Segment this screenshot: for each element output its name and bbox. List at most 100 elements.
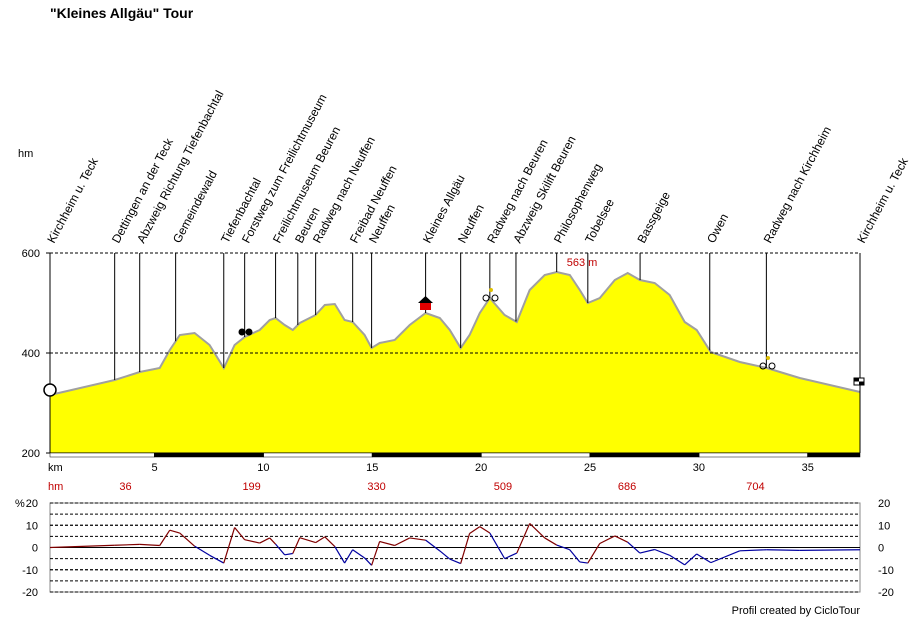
scale-bar	[49, 452, 155, 458]
x-tick-label: 20	[475, 462, 487, 474]
climb-label: 686	[618, 481, 636, 493]
climb-label: 199	[242, 481, 260, 493]
gradient-segment	[627, 541, 641, 554]
scale-bar	[263, 452, 373, 458]
gradient-segment	[259, 537, 270, 544]
gradient-segment	[587, 543, 601, 564]
gradient-segment	[469, 526, 481, 534]
scale-bar	[698, 452, 808, 458]
y-tick-label: 0	[32, 543, 38, 555]
y-tick-label: 400	[22, 348, 40, 360]
gradient-segment	[504, 552, 518, 560]
stopwatch-icon	[43, 383, 57, 397]
gradient-segment	[409, 537, 426, 541]
gradient-segment	[599, 535, 616, 545]
waypoint-label: Owen	[704, 211, 731, 245]
climb-label: 36	[119, 481, 131, 493]
gradient-segment	[139, 543, 160, 547]
max-annotation: 563 m	[567, 257, 598, 269]
gradient-segment	[489, 532, 506, 559]
gradient-segment	[114, 543, 140, 546]
binoculars-icon	[238, 328, 253, 336]
gradient-segment	[569, 549, 581, 563]
gradient-segment	[379, 540, 395, 547]
gradient-segment	[579, 561, 588, 564]
gradient-segment	[244, 539, 260, 544]
gradient-segment	[439, 550, 451, 560]
scale-bar	[480, 452, 591, 458]
waypoint-label: Radweg nach Kirchheim	[761, 124, 834, 245]
gradient-segment	[315, 536, 326, 544]
finish-flag-icon	[853, 377, 865, 386]
gradient-segment	[449, 558, 461, 565]
gradient-segment	[614, 535, 628, 543]
y-tick-label: 20	[26, 498, 38, 510]
y-tick-label: -20	[22, 587, 38, 599]
chart-title: "Kleines Allgäu" Tour	[50, 5, 194, 21]
x-tick-label: 30	[693, 462, 705, 474]
gradient-segment	[284, 552, 293, 556]
gradient-segment	[371, 541, 381, 566]
gradient-segment	[669, 554, 686, 566]
gradient-segment	[516, 523, 531, 554]
gradient-segment	[710, 550, 741, 564]
gradient-segment	[324, 536, 336, 548]
gradient-segment	[49, 544, 115, 549]
gradient-segment	[223, 527, 236, 564]
gradient-segment	[544, 537, 557, 546]
y-tick-label-right: 0	[878, 543, 884, 555]
gradient-axis-label: %	[15, 498, 25, 510]
gradient-segment	[425, 539, 441, 552]
gradient-segment	[394, 537, 410, 547]
climb-label: 509	[494, 481, 512, 493]
bike-icon	[482, 288, 499, 302]
climb-row-label: hm	[48, 481, 63, 493]
gradient-segment	[529, 523, 546, 539]
gradient-segment	[556, 544, 570, 551]
scale-bar	[372, 452, 482, 458]
gradient-segment	[169, 529, 180, 534]
x-tick-label: 5	[151, 462, 157, 474]
y-tick-label-right: 10	[878, 520, 890, 532]
scale-bar	[589, 452, 700, 458]
gradient-segment	[299, 537, 316, 544]
waypoint-label: Bassgeige	[634, 189, 673, 245]
gradient-segment	[696, 553, 712, 564]
gradient-segment	[766, 549, 800, 551]
waypoint-label: Kirchheim u. Teck	[854, 155, 910, 246]
gradient-segment	[344, 549, 354, 564]
y-tick-label: 600	[22, 248, 40, 260]
gradient-segment	[334, 546, 346, 564]
y-tick-label-right: -10	[878, 565, 894, 577]
elevation-area	[50, 272, 860, 453]
gradient-segment	[292, 537, 301, 554]
gradient-segment	[460, 533, 471, 564]
scale-bar	[154, 452, 264, 458]
climb-label: 330	[367, 481, 385, 493]
gradient-segment	[639, 548, 655, 554]
climb-label: 704	[746, 481, 764, 493]
gradient-segment	[209, 554, 225, 564]
bike-icon	[759, 356, 776, 370]
gradient-segment	[364, 557, 373, 566]
gradient-segment	[352, 549, 365, 559]
gradient-segment	[269, 537, 277, 545]
gradient-segment	[739, 549, 767, 552]
y-tick-label-right: -20	[878, 587, 894, 599]
house-icon	[418, 296, 433, 310]
gradient-segment	[194, 545, 210, 556]
x-tick-label: 10	[257, 462, 269, 474]
y-axis-label: hm	[18, 148, 33, 160]
scale-bar	[807, 452, 861, 458]
gradient-segment	[159, 529, 171, 546]
y-tick-label-right: 20	[878, 498, 890, 510]
gradient-segment	[179, 532, 195, 547]
y-tick-label: 200	[22, 448, 40, 460]
x-tick-label: 25	[584, 462, 596, 474]
y-tick-label: 10	[26, 520, 38, 532]
waypoint-label: Neuffen	[455, 202, 487, 245]
gradient-segment	[799, 549, 861, 551]
waypoint-label: Kirchheim u. Teck	[44, 155, 101, 246]
